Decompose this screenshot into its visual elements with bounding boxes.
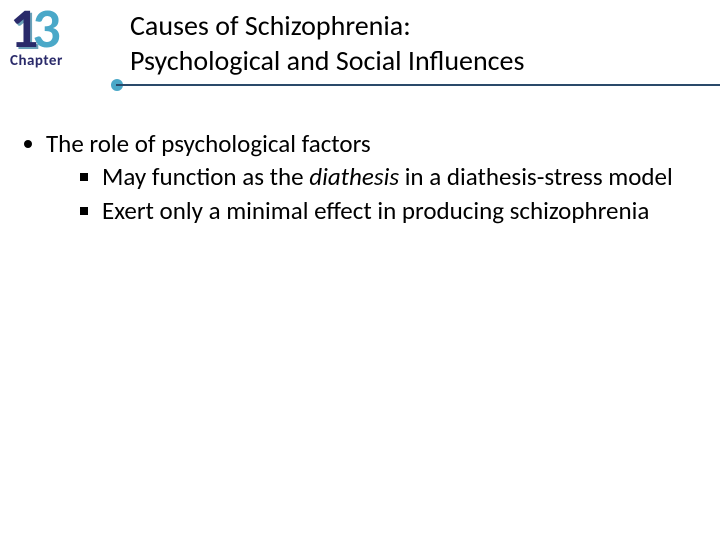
slide-title: Causes of Schizophrenia: Psychological a… xyxy=(130,8,524,78)
sub1-text: May function as the diathesis in a diath… xyxy=(102,161,673,192)
chapter-digit-2: 3 xyxy=(32,6,58,54)
chapter-badge: 1 3 Chapter xyxy=(10,6,110,70)
sub1-pre: May function as the xyxy=(102,161,309,192)
slide-header: 1 3 Chapter Causes of Schizophrenia: Psy… xyxy=(0,0,720,118)
title-line-2: Psychological and Social Influences xyxy=(130,43,524,78)
square-bullet-icon xyxy=(80,173,88,181)
sub-bullet-1: May function as the diathesis in a diath… xyxy=(80,161,680,192)
bullet1-text: The role of psychological factors xyxy=(46,128,371,159)
sub1-italic: diathesis xyxy=(309,161,399,192)
square-bullet-icon xyxy=(80,207,88,215)
chapter-label: Chapter xyxy=(10,52,110,70)
bullet-level1: The role of psychological factors xyxy=(24,128,680,159)
title-underline xyxy=(116,84,720,86)
chapter-number: 1 3 xyxy=(10,6,110,54)
sub2-text: Exert only a minimal effect in producing… xyxy=(102,195,649,226)
dot-bullet-icon xyxy=(24,140,32,148)
sub1-post: in a diathesis-stress model xyxy=(399,161,673,192)
sub-bullet-2: Exert only a minimal effect in producing… xyxy=(80,195,680,226)
slide-body: The role of psychological factors May fu… xyxy=(24,128,680,228)
sub-bullet-list: May function as the diathesis in a diath… xyxy=(80,161,680,226)
title-line-1: Causes of Schizophrenia: xyxy=(130,8,524,43)
